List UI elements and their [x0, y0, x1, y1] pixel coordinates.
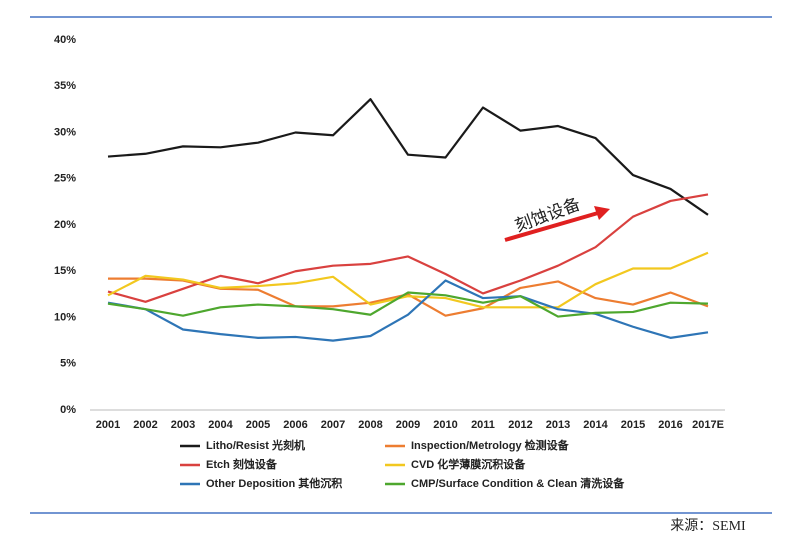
series-line — [107, 193, 709, 303]
series-line — [107, 251, 709, 309]
legend-label: Inspection/Metrology 检测设备 — [411, 438, 570, 452]
x-tick-label: 2002 — [133, 419, 157, 431]
y-tick-label: 5% — [60, 358, 76, 370]
source: 来源：SEMI — [670, 518, 746, 534]
x-tick-label: 2013 — [546, 419, 570, 431]
y-tick-label: 35% — [54, 80, 76, 92]
x-tick-label: 2006 — [283, 419, 307, 431]
x-tick-label: 2017E — [692, 419, 724, 431]
legend-label: CVD 化学薄膜沉积设备 — [411, 457, 526, 471]
arrow-head — [594, 206, 610, 220]
series-line — [107, 291, 709, 318]
x-tick-label: 2007 — [321, 419, 345, 431]
x-tick-label: 2005 — [246, 419, 270, 431]
y-tick-label: 20% — [54, 219, 76, 231]
legend-label: Etch 刻蚀设备 — [206, 457, 278, 471]
x-tick-label: 2016 — [658, 419, 682, 431]
x-tick-label: 2011 — [471, 419, 495, 431]
x-tick-label: 2010 — [433, 419, 457, 431]
x-tick-label: 2012 — [508, 419, 532, 431]
x-tick-label: 2015 — [621, 419, 645, 431]
x-tick-label: 2004 — [208, 419, 233, 431]
y-tick-label: 10% — [54, 311, 76, 323]
y-tick-label: 0% — [60, 404, 76, 416]
x-tick-label: 2003 — [171, 419, 195, 431]
legend-label: Litho/Resist 光刻机 — [206, 438, 305, 452]
y-tick-label: 30% — [54, 126, 76, 138]
x-tick-label: 2001 — [96, 419, 120, 431]
x-tick-label: 2014 — [583, 419, 608, 431]
legend-label: CMP/Surface Condition & Clean 清洗设备 — [411, 476, 625, 490]
y-tick-label: 15% — [54, 265, 76, 277]
x-tick-label: 2008 — [358, 419, 382, 431]
x-tick-label: 2009 — [396, 419, 420, 431]
series-line — [107, 98, 709, 216]
legend-label: Other Deposition 其他沉积 — [206, 476, 342, 490]
annotation-arrow — [504, 211, 599, 242]
series-line — [107, 279, 709, 342]
y-tick-label: 40% — [54, 34, 76, 46]
y-tick-label: 25% — [54, 173, 76, 185]
